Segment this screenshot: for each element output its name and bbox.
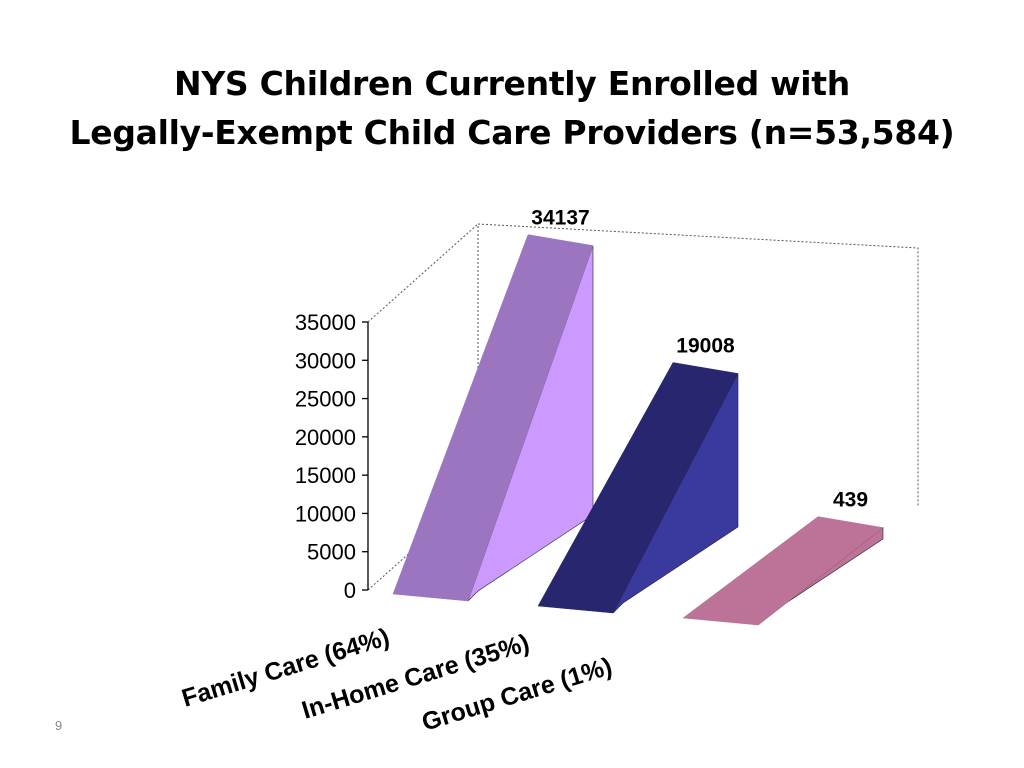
chart-bars	[392, 234, 884, 626]
y-tick-label: 35000	[295, 310, 356, 335]
y-tick-label: 0	[344, 578, 356, 603]
back-wall-outline	[477, 223, 919, 507]
y-tick-label: 20000	[295, 425, 356, 450]
data-label-1: 34137	[531, 207, 589, 230]
y-tick-label: 15000	[295, 463, 356, 488]
bar-front-face	[392, 234, 594, 602]
y-axis: 0 5000 10000 15000 20000 25000 30000 35000	[295, 310, 369, 603]
side-wall-top-edge	[367, 223, 479, 323]
y-tick-label: 10000	[295, 501, 356, 526]
slide-number: 9	[55, 718, 63, 733]
data-label-2: 19008	[676, 334, 735, 357]
y-tick-label: 25000	[295, 387, 356, 412]
y-tick-label: 5000	[307, 540, 356, 565]
data-labels: 34137 19008 439	[531, 207, 868, 512]
data-label-3: 439	[833, 489, 868, 512]
chart-title-line-2: Legally-Exempt Child Care Providers (n=5…	[69, 113, 955, 152]
bar-front-face	[537, 362, 739, 614]
category-labels: Family Care (64%)In-Home Care (35%)Group…	[179, 623, 616, 737]
y-tick-label: 30000	[295, 348, 356, 373]
bar-2	[537, 362, 739, 614]
bar-front-face	[682, 516, 884, 626]
bar-1	[392, 234, 594, 602]
chart-title-line-1: NYS Children Currently Enrolled with	[174, 64, 850, 103]
bar-3	[682, 516, 884, 626]
